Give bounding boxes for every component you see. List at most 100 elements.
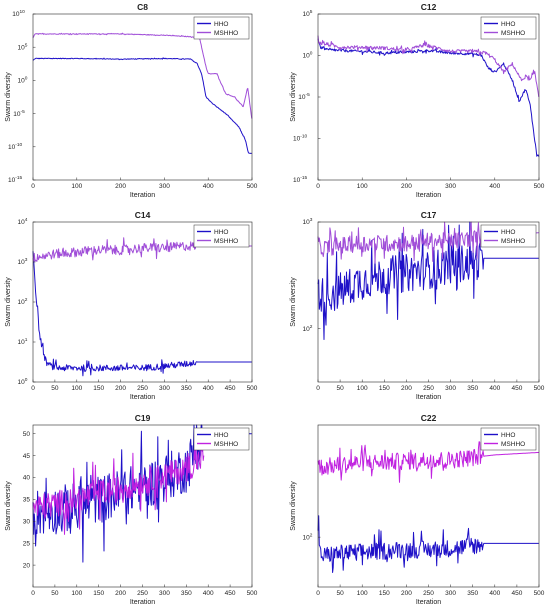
x-tick-label: 350 [467, 590, 478, 597]
legend-label-hho: HHO [214, 229, 228, 236]
series-line-hho [317, 38, 540, 157]
chart-panel-c14: C14 0 50 100 150 200 250 300 350 400 450 500 100 101 1… [5, 210, 258, 401]
y-axis-label: Swarm diversity [5, 481, 12, 531]
y-tick-label: 100 [17, 377, 27, 386]
legend-label-mshho: MSHHO [501, 441, 525, 448]
legend: HHO MSHHO [193, 224, 250, 248]
x-tick-label: 200 [115, 385, 126, 392]
y-tick-label: 105 [302, 9, 312, 18]
y-tick-label: 30 [23, 519, 31, 526]
x-tick-label: 0 [31, 183, 35, 190]
series-line-hho [317, 515, 539, 573]
x-tick-label: 100 [71, 590, 82, 597]
legend-label-mshho: MSHHO [501, 30, 525, 37]
x-tick-label: 200 [401, 385, 412, 392]
x-tick-label: 100 [71, 183, 82, 190]
x-tick-label: 0 [316, 590, 320, 597]
x-tick-label: 200 [401, 183, 412, 190]
y-tick-label: 102 [17, 297, 27, 306]
legend: HHO MSHHO [193, 427, 250, 451]
x-tick-label: 0 [31, 590, 35, 597]
x-axis-label: Iteration [130, 599, 155, 606]
y-tick-label: 40 [23, 475, 31, 482]
y-tick-label: 20 [23, 562, 31, 569]
y-tick-label: 103 [17, 257, 27, 266]
legend-box [480, 427, 537, 451]
y-tick-label: 101 [17, 337, 27, 346]
chart-panel-c12: C12 0 100 200 300 400 500 10-15 10-10 10-5 100 105 I… [290, 2, 545, 199]
y-axis-label: Swarm diversity [290, 72, 297, 122]
y-tick-label: 10-10 [8, 142, 22, 151]
x-tick-label: 100 [71, 385, 82, 392]
x-tick-label: 400 [489, 385, 500, 392]
y-tick-label: 100 [302, 51, 312, 60]
series-line-mshho [317, 35, 540, 97]
series-line-hho [32, 57, 252, 154]
chart-panel-c22: C22 0 50 100 150 200 250 300 350 400 450 500 102 Iter… [290, 413, 545, 606]
x-tick-label: 500 [247, 385, 258, 392]
chart-panel-c8: C8 0 100 200 300 400 500 10-15 10-10 10-5 100 105 10… [5, 2, 258, 199]
x-tick-label: 300 [159, 590, 170, 597]
x-tick-label: 0 [316, 183, 320, 190]
x-tick-label: 400 [203, 183, 214, 190]
y-axis-label: Swarm diversity [290, 481, 297, 531]
y-tick-label: 102 [302, 532, 312, 541]
legend-label-hho: HHO [501, 229, 515, 236]
x-axis-label: Iteration [416, 394, 441, 401]
legend-label-mshho: MSHHO [214, 238, 238, 245]
x-tick-label: 450 [225, 590, 236, 597]
y-tick-label: 10-5 [13, 109, 25, 118]
chart-title: C22 [421, 413, 437, 423]
y-tick-label: 10-10 [293, 134, 307, 143]
y-tick-label: 105 [17, 42, 27, 51]
x-tick-label: 200 [401, 590, 412, 597]
x-tick-label: 100 [357, 590, 368, 597]
x-tick-label: 0 [316, 385, 320, 392]
x-tick-label: 500 [534, 590, 545, 597]
chart-title: C17 [421, 210, 437, 220]
x-tick-label: 300 [159, 385, 170, 392]
x-tick-label: 350 [467, 385, 478, 392]
plot-frame [32, 13, 253, 181]
y-tick-label: 45 [23, 453, 31, 460]
series-line-hho [317, 221, 539, 340]
legend: HHO MSHHO [193, 16, 250, 40]
chart-panel-c17: C17 0 50 100 150 200 250 300 350 400 450 500 102 103 I… [290, 210, 545, 401]
series-line-mshho [32, 32, 253, 119]
y-tick-label: 50 [23, 431, 31, 438]
x-tick-label: 500 [247, 183, 258, 190]
x-tick-label: 400 [489, 590, 500, 597]
y-tick-label: 10-15 [293, 175, 307, 184]
x-tick-label: 300 [445, 590, 456, 597]
x-tick-label: 50 [336, 385, 344, 392]
x-axis-label: Iteration [130, 394, 155, 401]
x-tick-label: 450 [225, 385, 236, 392]
legend-label-mshho: MSHHO [501, 238, 525, 245]
chart-title: C19 [135, 413, 151, 423]
x-tick-label: 350 [181, 385, 192, 392]
x-tick-label: 250 [137, 385, 148, 392]
legend: HHO MSHHO [480, 427, 537, 451]
legend: HHO MSHHO [480, 224, 537, 248]
legend: HHO MSHHO [480, 16, 537, 40]
x-tick-label: 200 [115, 183, 126, 190]
x-tick-label: 200 [115, 590, 126, 597]
x-tick-label: 400 [203, 590, 214, 597]
chart-title: C8 [137, 2, 148, 12]
legend-box [193, 16, 250, 40]
y-tick-label: 100 [17, 76, 27, 85]
x-tick-label: 50 [51, 385, 59, 392]
x-tick-label: 150 [93, 385, 104, 392]
series-line-hho [32, 251, 252, 377]
y-axis-label: Swarm diversity [5, 72, 12, 122]
x-axis-label: Iteration [416, 599, 441, 606]
legend-box [480, 224, 537, 248]
y-tick-label: 102 [302, 324, 312, 333]
x-tick-label: 150 [379, 590, 390, 597]
x-tick-label: 500 [534, 183, 545, 190]
x-tick-label: 400 [203, 385, 214, 392]
series-line-mshho [32, 440, 205, 535]
legend-label-hho: HHO [214, 432, 228, 439]
y-tick-label: 104 [17, 217, 27, 226]
